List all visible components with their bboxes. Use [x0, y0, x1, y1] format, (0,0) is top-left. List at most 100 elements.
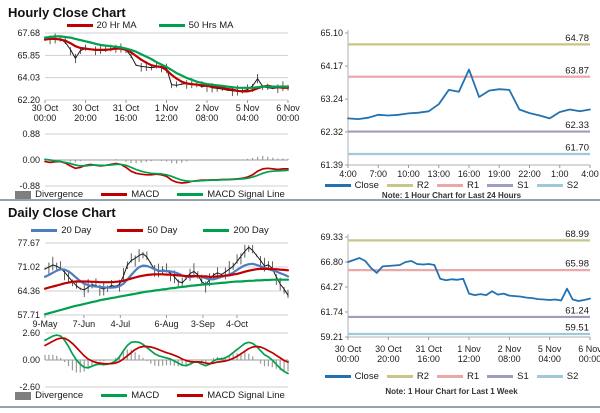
legend-line-swatch — [203, 229, 230, 232]
svg-text:62.33: 62.33 — [565, 120, 589, 131]
legend-label: MACD — [131, 390, 160, 401]
svg-text:65.10: 65.10 — [320, 28, 343, 38]
svg-text:9-May: 9-May — [32, 319, 58, 329]
svg-text:63.87: 63.87 — [565, 65, 589, 76]
legend-item-20-day: 20 Day — [31, 225, 91, 236]
legend-line-swatch — [536, 375, 563, 378]
svg-text:1 Nov: 1 Nov — [155, 103, 179, 113]
legend-line-swatch — [487, 375, 514, 378]
legend-line-swatch — [31, 229, 58, 232]
svg-text:08:00: 08:00 — [498, 354, 521, 364]
legend-item-50-day: 50 Day — [117, 225, 177, 236]
legend-item-r1: R1 — [437, 371, 479, 382]
svg-text:20:00: 20:00 — [74, 113, 97, 123]
svg-text:68.99: 68.99 — [565, 229, 589, 240]
svg-text:2.60: 2.60 — [22, 328, 40, 338]
pivot-24h-note: Note: 1 Hour Chart for Last 24 Hours — [381, 191, 522, 200]
pivot-1w-note: Note: 1 Hour Chart for Last 1 Week — [385, 387, 518, 396]
svg-text:4-Oct: 4-Oct — [226, 319, 249, 329]
legend-item-r2: R2 — [386, 371, 430, 382]
legend-item-20-hr-ma: 20 Hr MA — [66, 20, 137, 31]
svg-text:77.67: 77.67 — [17, 238, 40, 248]
svg-text:30 Oct: 30 Oct — [32, 103, 59, 113]
svg-text:19:00: 19:00 — [488, 169, 511, 179]
legend-item-s2: S2 — [536, 371, 578, 382]
legend-item-close: Close — [324, 371, 379, 382]
svg-text:22:00: 22:00 — [518, 169, 541, 179]
legend-item-50-hrs-ma: 50 Hrs MA — [158, 20, 234, 31]
hourly-macd-legend: Divergence MACD MACD Signal Line — [0, 189, 300, 200]
svg-text:00:00: 00:00 — [277, 113, 300, 123]
legend-line-swatch — [177, 193, 204, 196]
svg-text:0.00: 0.00 — [22, 355, 40, 365]
legend-item-r2: R2 — [386, 180, 430, 191]
svg-text:7-Jun: 7-Jun — [73, 319, 96, 329]
svg-text:61.39: 61.39 — [320, 160, 343, 170]
legend-item-close: Close — [324, 180, 379, 191]
svg-text:16:00: 16:00 — [458, 169, 481, 179]
legend-label: Close — [354, 371, 379, 382]
svg-text:00:00: 00:00 — [579, 354, 600, 364]
svg-text:16:00: 16:00 — [417, 354, 440, 364]
svg-text:6 Nov: 6 Nov — [578, 344, 600, 354]
svg-text:61.74: 61.74 — [320, 307, 343, 317]
svg-text:4-Jul: 4-Jul — [111, 319, 131, 329]
legend-label: 200 Day — [233, 225, 269, 236]
svg-text:63.24: 63.24 — [320, 94, 343, 104]
svg-text:65.98: 65.98 — [565, 259, 589, 270]
svg-text:04:00: 04:00 — [236, 113, 259, 123]
svg-text:30 Oct: 30 Oct — [335, 344, 362, 354]
legend-label: MACD Signal Line — [207, 189, 285, 200]
legend-line-swatch — [66, 24, 93, 27]
section-divider-top — [0, 199, 600, 201]
legend-line-swatch — [177, 394, 204, 397]
svg-text:4:00: 4:00 — [339, 169, 357, 179]
svg-text:6 Nov: 6 Nov — [276, 103, 300, 113]
legend-item-s1: S1 — [487, 371, 529, 382]
legend-item-divergence: Divergence — [15, 189, 83, 200]
svg-text:64.36: 64.36 — [17, 286, 40, 296]
legend-line-swatch — [487, 184, 514, 187]
svg-text:08:00: 08:00 — [196, 113, 219, 123]
legend-bar-swatch — [15, 391, 32, 400]
hourly-price-legend: 20 Hr MA 50 Hrs MA — [0, 20, 300, 31]
daily-price-chart: 77.67 71.02 64.36 57.719-May 7-Jun 4-Jul 6-Aug… — [17, 238, 290, 329]
legend-line-swatch — [386, 184, 413, 187]
legend-item-200-day: 200 Day — [203, 225, 269, 236]
svg-text:62.20: 62.20 — [17, 95, 40, 105]
svg-text:2 Nov: 2 Nov — [498, 344, 522, 354]
svg-text:31 Oct: 31 Oct — [415, 344, 442, 354]
hourly-macd-chart: 0.88 0.00 -0.88 — [19, 129, 289, 191]
legend-label: Close — [354, 180, 379, 191]
legend-item-r1: R1 — [437, 180, 479, 191]
legend-item-s1: S1 — [487, 180, 529, 191]
legend-label: R2 — [416, 371, 430, 382]
svg-text:57.71: 57.71 — [17, 310, 40, 320]
legend-line-swatch — [536, 184, 563, 187]
svg-text:65.85: 65.85 — [17, 50, 40, 60]
svg-text:61.24: 61.24 — [565, 305, 589, 316]
svg-text:5 Nov: 5 Nov — [236, 103, 260, 113]
legend-label: R2 — [416, 180, 430, 191]
legend-item-macd: MACD — [101, 390, 159, 401]
svg-text:7:00: 7:00 — [369, 169, 387, 179]
legend-line-swatch — [437, 375, 464, 378]
pivot-24h-legend: Close R2 R1 S1 S2 — [303, 180, 600, 191]
legend-item-macd-signal-line: MACD Signal Line — [177, 390, 285, 401]
svg-text:71.02: 71.02 — [17, 262, 40, 272]
svg-text:12:00: 12:00 — [155, 113, 178, 123]
svg-text:62.32: 62.32 — [320, 127, 343, 137]
daily-price-legend: 20 Day 50 Day 200 Day — [0, 225, 300, 236]
svg-text:04:00: 04:00 — [538, 354, 561, 364]
svg-text:64.03: 64.03 — [17, 73, 40, 83]
svg-text:59.51: 59.51 — [565, 323, 589, 334]
svg-text:64.78: 64.78 — [565, 33, 589, 44]
legend-label: R1 — [467, 371, 480, 382]
legend-label: 20 Day — [61, 225, 92, 236]
daily-macd-chart: 2.60 0.00 -2.60 — [19, 328, 289, 392]
svg-text:13:00: 13:00 — [427, 169, 450, 179]
svg-text:10:00: 10:00 — [397, 169, 420, 179]
